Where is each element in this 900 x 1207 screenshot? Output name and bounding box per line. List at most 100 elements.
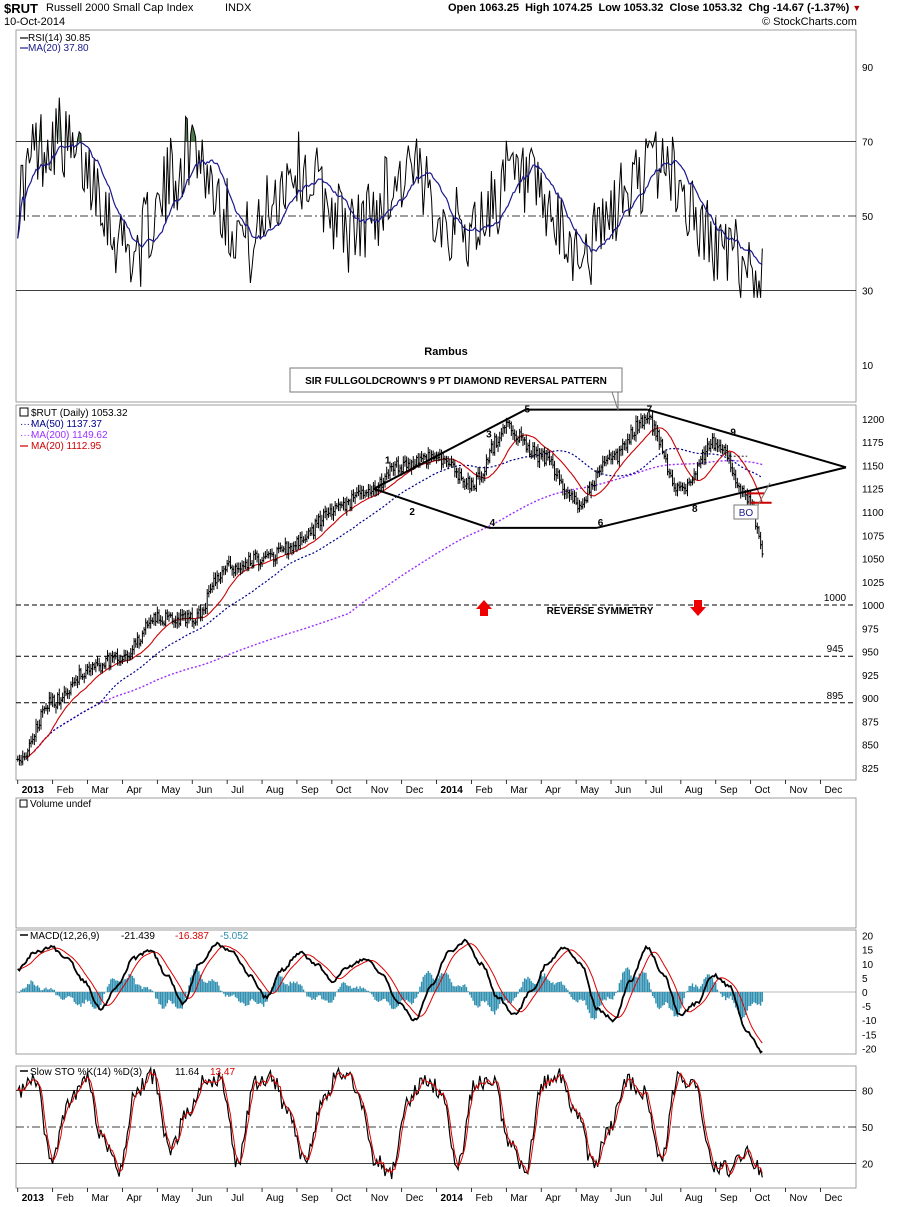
price-tick-label: 1175 — [862, 438, 884, 449]
price-tick-label: 975 — [862, 624, 879, 635]
price-x-tick-label: May — [580, 785, 599, 796]
price-x-tick-label: Oct — [755, 785, 771, 796]
macd-tick-label: -5 — [862, 1002, 871, 1013]
rsi-line — [17, 97, 763, 298]
sto-x-tick-label: Nov — [371, 1193, 389, 1204]
macd-tick-label: 5 — [862, 974, 868, 985]
pattern-point-label-7: 7 — [647, 404, 653, 415]
macd-tick-label: -10 — [862, 1016, 877, 1027]
price-tick-label: 850 — [862, 741, 879, 752]
rsi-tick-label: 90 — [862, 63, 874, 74]
sto-x-tick-label: Feb — [475, 1193, 493, 1204]
price-x-tick-label: 2013 — [22, 785, 45, 796]
sto-d-value-label: 13.47 — [210, 1067, 235, 1078]
ma50-line — [33, 447, 763, 752]
price-tick-label: 900 — [862, 694, 879, 705]
macd-hist-value-label: -5.052 — [220, 931, 249, 942]
price-tick-label: 1200 — [862, 415, 885, 426]
support-label-895: 895 — [827, 691, 844, 702]
sto-x-tick-label: Mar — [92, 1193, 110, 1204]
sto-x-tick-label: Jun — [615, 1193, 631, 1204]
pattern-point-label-5: 5 — [525, 404, 531, 415]
sto-x-tick-label: Jul — [231, 1193, 244, 1204]
price-tick-label: 950 — [862, 648, 879, 659]
price-x-tick-label: Sep — [720, 785, 738, 796]
macd-tick-label: -20 — [862, 1044, 877, 1055]
sto-x-tick-label: Apr — [545, 1193, 561, 1204]
sto-legend-label: Slow STO %K(14) %D(3) — [30, 1067, 142, 1078]
price-x-tick-label: Nov — [371, 785, 389, 796]
rsi-legend-label: RSI(14) 30.85 — [28, 33, 91, 44]
rsi-overbought-fill — [185, 116, 188, 142]
exchange: INDX — [225, 2, 252, 14]
price-x-tick-label: Nov — [790, 785, 808, 796]
diamond-lower-right-edge — [596, 466, 847, 529]
macd-line — [17, 938, 763, 1054]
sto-x-tick-label: May — [161, 1193, 180, 1204]
price-x-tick-label: Jun — [196, 785, 212, 796]
diamond-upper-left-edge — [373, 408, 527, 490]
price-x-tick-label: Aug — [685, 785, 703, 796]
support-label-1000: 1000 — [824, 593, 847, 604]
ma50-legend-label: MA(50) 1137.37 — [31, 419, 102, 430]
diamond-lower-left-edge — [373, 487, 490, 529]
ma50-legend-swatch: ···· — [20, 419, 33, 430]
pattern-point-label-2: 2 — [409, 507, 415, 518]
pattern-title-box — [289, 367, 623, 393]
rsi-tick-label: 30 — [862, 286, 874, 297]
sto-tick-label: 80 — [862, 1086, 874, 1097]
ma200-legend-label: MA(200) 1149.62 — [31, 430, 108, 441]
ohlc-readout: Open 1063.25 High 1074.25 Low 1053.32 Cl… — [448, 2, 862, 14]
pattern-point-label-8: 8 — [692, 504, 698, 515]
macd-tick-label: 10 — [862, 960, 874, 971]
panel-frame-price — [15, 404, 857, 781]
macd-signal-line — [17, 943, 763, 1044]
macd-legend-label: MACD(12,26,9) — [30, 931, 99, 942]
price-legend-swatch — [19, 407, 29, 417]
sto-k-line — [17, 1066, 763, 1180]
price-x-tick-label: Dec — [406, 785, 424, 796]
sto-x-tick-label: Mar — [510, 1193, 528, 1204]
price-x-tick-label: Oct — [336, 785, 352, 796]
sto-tick-label: 20 — [862, 1160, 874, 1171]
price-x-tick-label: Feb — [57, 785, 75, 796]
sto-x-tick-label: 2013 — [22, 1193, 45, 1204]
volume-legend-label: Volume undef — [30, 799, 91, 810]
dropdown-arrow-icon[interactable]: ▼ — [852, 3, 862, 13]
macd-tick-label: 0 — [862, 988, 868, 999]
price-tick-label: 1025 — [862, 578, 885, 589]
pattern-title: SIR FULLGOLDCROWN'S 9 PT DIAMOND REVERSA… — [305, 376, 607, 387]
ma20-line — [25, 427, 763, 760]
price-x-tick-label: Jul — [231, 785, 244, 796]
rsi-tick-label: 70 — [862, 138, 874, 149]
rsi-overbought-fill — [77, 131, 81, 142]
sto-x-tick-label: Jun — [196, 1193, 212, 1204]
price-x-tick-label: Aug — [266, 785, 284, 796]
macd-tick-label: 20 — [862, 932, 874, 943]
sto-x-tick-label: 2014 — [441, 1193, 464, 1204]
sto-x-tick-label: Apr — [126, 1193, 142, 1204]
sto-x-tick-label: Oct — [755, 1193, 771, 1204]
rsi-ma-line — [17, 141, 763, 266]
panel-frame-vol — [15, 797, 857, 929]
ma200-legend-swatch: ···· — [20, 430, 33, 441]
price-tick-label: 825 — [862, 764, 879, 775]
price-tick-label: 925 — [862, 671, 879, 682]
price-tick-label: 1050 — [862, 555, 885, 566]
price-x-tick-label: 2014 — [441, 785, 464, 796]
price-tick-label: 1075 — [862, 531, 885, 542]
price-tick-label: 875 — [862, 717, 879, 728]
rsi-tick-label: 10 — [862, 361, 874, 372]
author-annotation: Rambus — [424, 346, 467, 358]
sto-x-tick-label: Oct — [336, 1193, 352, 1204]
price-legend-label: $RUT (Daily) 1053.32 — [31, 408, 128, 419]
sto-x-tick-label: Sep — [720, 1193, 738, 1204]
sto-x-tick-label: Dec — [406, 1193, 424, 1204]
price-x-tick-label: Apr — [126, 785, 142, 796]
price-x-tick-label: May — [161, 785, 180, 796]
symbol: $RUT — [4, 1, 38, 16]
sto-x-tick-label: Feb — [57, 1193, 75, 1204]
up-arrow-icon — [476, 600, 492, 616]
rsi-tick-label: 50 — [862, 212, 874, 223]
